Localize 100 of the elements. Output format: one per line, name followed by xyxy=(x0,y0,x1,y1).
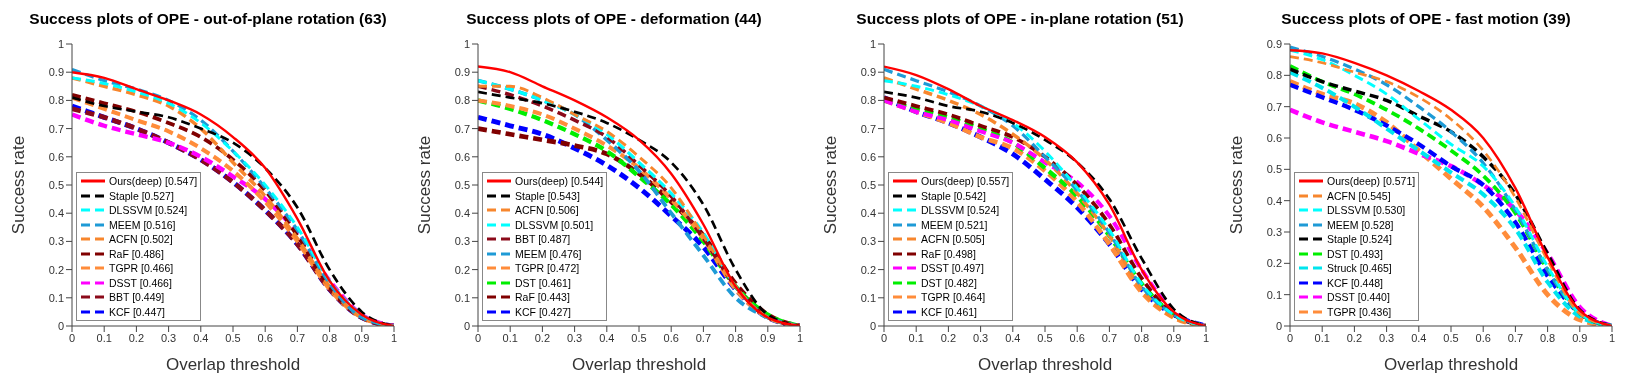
y-tick-label: 0.3 xyxy=(48,235,64,248)
y-tick-label: 0.8 xyxy=(48,94,64,107)
y-tick-label: 0 xyxy=(463,319,470,332)
x-tick-label: 0.7 xyxy=(695,331,712,344)
legend-label: DSST [0.497] xyxy=(921,261,984,276)
y-tick-label: 0.6 xyxy=(454,150,470,163)
x-tick-label: 0.7 xyxy=(1507,331,1524,344)
y-tick-label: 0.3 xyxy=(1266,225,1282,238)
y-tick-label: 0.4 xyxy=(48,207,64,220)
chart-title: Success plots of OPE - deformation (44) xyxy=(465,9,763,29)
legend-label: DSST [0.440] xyxy=(1327,290,1390,305)
y-axis-title: Success rate xyxy=(9,135,29,235)
x-tick-label: 0.6 xyxy=(1475,331,1491,344)
x-tick-label: 0.6 xyxy=(663,331,679,344)
legend-label: DLSSVM [0.524] xyxy=(921,203,1000,218)
x-tick-label: 0.4 xyxy=(1005,331,1021,344)
legend-label: TGPR [0.436] xyxy=(1327,304,1392,319)
y-tick-label: 0.8 xyxy=(454,94,470,107)
y-tick-label: 1 xyxy=(57,37,64,50)
y-tick-label: 0.7 xyxy=(860,122,876,135)
y-tick-label: 0.3 xyxy=(454,235,470,248)
x-tick-label: 0.9 xyxy=(354,331,370,344)
legend-label: MEEM [0.476] xyxy=(515,246,582,261)
x-tick-label: 0.3 xyxy=(1378,331,1395,344)
y-tick-label: 1 xyxy=(869,37,876,50)
legend-label: MEEM [0.528] xyxy=(1327,217,1394,232)
y-tick-label: 0.2 xyxy=(48,263,64,276)
legend-label: TGPR [0.472] xyxy=(515,261,580,276)
x-tick-label: 0.7 xyxy=(1101,331,1118,344)
y-tick-label: 1 xyxy=(463,37,470,50)
legend-label: Ours(deep) [0.547] xyxy=(109,174,198,189)
y-tick-label: 0.5 xyxy=(48,178,64,191)
x-tick-label: 0.3 xyxy=(160,331,177,344)
chart-title: Success plots of OPE - fast motion (39) xyxy=(1280,9,1572,29)
legend-label: TGPR [0.466] xyxy=(109,261,174,276)
y-axis-title: Success rate xyxy=(821,135,841,235)
x-tick-label: 0.2 xyxy=(1346,331,1363,344)
legend-label: Staple [0.527] xyxy=(109,188,174,203)
y-tick-label: 0.2 xyxy=(1266,257,1282,270)
x-axis-title: Overlap threshold xyxy=(165,355,301,374)
legend-label: Ours(deep) [0.544] xyxy=(515,174,604,189)
x-tick-label: 0 xyxy=(1286,331,1294,344)
y-tick-label: 0 xyxy=(1275,319,1282,332)
x-tick-label: 0 xyxy=(68,331,76,344)
y-tick-label: 0.3 xyxy=(860,235,876,248)
legend-label: KCF [0.461] xyxy=(921,304,978,319)
x-tick-label: 0 xyxy=(474,331,482,344)
legend-label: Staple [0.543] xyxy=(515,188,580,203)
legend-label: ACFN [0.506] xyxy=(515,203,579,218)
legend-label: TGPR [0.464] xyxy=(921,290,986,305)
legend-label: DLSSVM [0.524] xyxy=(109,203,188,218)
legend-label: Ours(deep) [0.557] xyxy=(921,174,1010,189)
y-tick-label: 0.8 xyxy=(860,94,876,107)
x-tick-label: 0.8 xyxy=(1539,331,1556,344)
y-tick-label: 0 xyxy=(869,319,876,332)
x-tick-label: 0.3 xyxy=(566,331,583,344)
x-tick-label: 0.6 xyxy=(1069,331,1085,344)
y-tick-label: 0.6 xyxy=(860,150,876,163)
y-tick-label: 0.2 xyxy=(860,263,876,276)
x-tick-label: 0.4 xyxy=(193,331,209,344)
x-tick-label: 0.7 xyxy=(289,331,306,344)
x-tick-label: 0.9 xyxy=(1166,331,1182,344)
x-tick-label: 0.6 xyxy=(257,331,273,344)
y-tick-label: 0.4 xyxy=(454,207,470,220)
y-tick-label: 0.7 xyxy=(454,122,470,135)
x-tick-label: 0.2 xyxy=(534,331,551,344)
x-tick-label: 0.2 xyxy=(940,331,957,344)
legend-label: Struck [0.465] xyxy=(1327,261,1392,276)
x-tick-label: 1 xyxy=(1202,331,1210,344)
y-tick-label: 0.4 xyxy=(860,207,876,220)
legend-label: RaF [0.443] xyxy=(515,290,570,305)
chart-title: Success plots of OPE - out-of-plane rotation (63) xyxy=(28,9,388,29)
y-tick-label: 0.1 xyxy=(860,291,876,304)
y-tick-label: 0.7 xyxy=(1266,100,1282,113)
x-axis-title: Overlap threshold xyxy=(977,355,1113,374)
legend-label: ACFN [0.502] xyxy=(109,232,173,247)
x-tick-label: 1 xyxy=(796,331,804,344)
x-tick-label: 0.4 xyxy=(1411,331,1427,344)
legend-label: Ours(deep) [0.571] xyxy=(1327,174,1416,189)
legend-label: ACFN [0.505] xyxy=(921,232,985,247)
y-tick-label: 0.5 xyxy=(454,178,470,191)
legend-label: DST [0.482] xyxy=(921,275,977,290)
y-tick-label: 0.6 xyxy=(48,150,64,163)
x-tick-label: 0.5 xyxy=(1443,331,1459,344)
x-tick-label: 0.1 xyxy=(96,331,112,344)
x-axis-title: Overlap threshold xyxy=(1383,355,1519,374)
x-tick-label: 0 xyxy=(880,331,888,344)
x-tick-label: 0.5 xyxy=(1037,331,1053,344)
x-tick-label: 0.8 xyxy=(321,331,338,344)
x-tick-label: 1 xyxy=(390,331,398,344)
x-tick-label: 0.3 xyxy=(972,331,989,344)
y-tick-label: 0.1 xyxy=(48,291,64,304)
legend-label: KCF [0.448] xyxy=(1327,275,1384,290)
legend-label: DLSSVM [0.501] xyxy=(515,217,594,232)
x-tick-label: 0.8 xyxy=(727,331,744,344)
y-tick-label: 0.1 xyxy=(1266,288,1282,301)
legend-label: Staple [0.524] xyxy=(1327,232,1392,247)
x-tick-label: 0.1 xyxy=(908,331,924,344)
x-tick-label: 1 xyxy=(1608,331,1616,344)
y-tick-label: 0.5 xyxy=(860,178,876,191)
